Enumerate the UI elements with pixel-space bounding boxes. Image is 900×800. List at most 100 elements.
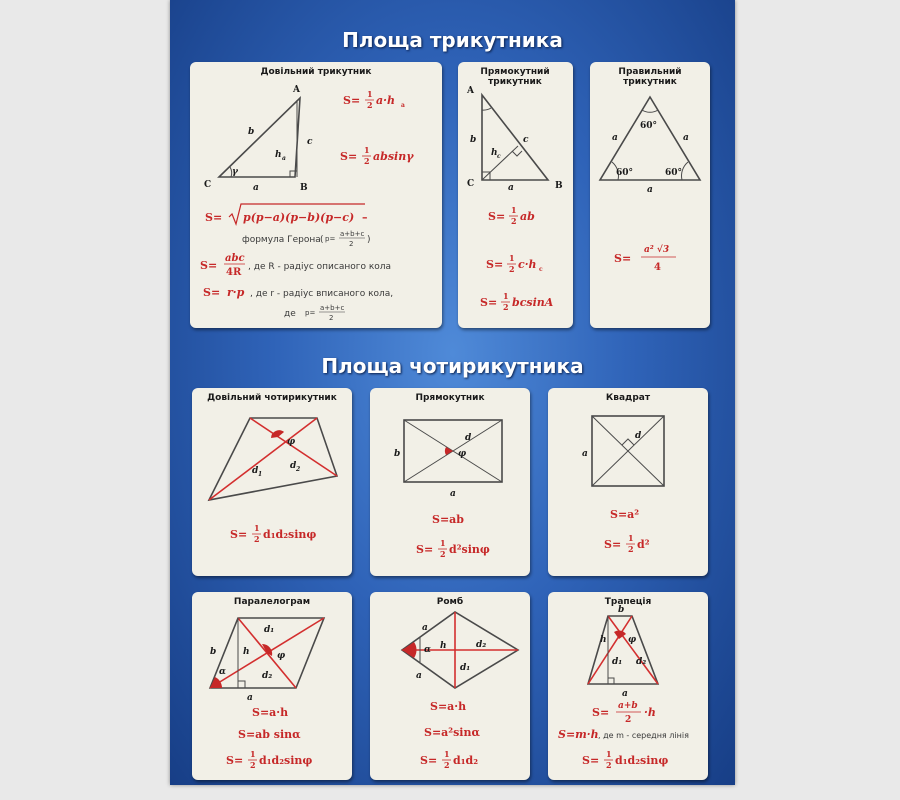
side-b-label: b xyxy=(248,127,254,137)
f-pre: S= xyxy=(614,252,631,265)
f-num: 1 xyxy=(367,89,373,99)
f-num: a² √3 xyxy=(644,244,669,255)
heron-note: формула Герона xyxy=(242,235,321,245)
paren-close: ) xyxy=(367,235,371,245)
f-den: 4 xyxy=(654,262,661,273)
f-post: d₁d₂sinφ xyxy=(615,754,668,767)
base-b-label: b xyxy=(618,605,624,615)
f-den: 2 xyxy=(503,302,509,312)
f-den: 4R xyxy=(226,267,242,278)
diagonal-2 xyxy=(249,417,338,477)
f-num: abc xyxy=(225,253,245,264)
diagonal-1 xyxy=(587,615,633,685)
d2-label: d₂ xyxy=(476,640,486,650)
f-den: 2 xyxy=(511,216,517,226)
f-post: bcsinA xyxy=(512,296,554,309)
f-num: 1 xyxy=(440,538,446,548)
card-title: Довільний чотирикутник xyxy=(207,393,337,403)
f-num: 1 xyxy=(628,533,634,543)
equilateral-triangle-diagram: 60° 60° 60° a a a S= a² √3 4 xyxy=(598,95,702,273)
f-den: 2 xyxy=(364,156,370,166)
side-a-label: a xyxy=(450,489,456,499)
f-pre: S= xyxy=(416,543,433,556)
card-rectangle: Прямокутник d φ b a S=ab S= 1 2 d²sinφ xyxy=(370,388,530,576)
card-arbitrary-triangle: Довільний трикутник A B C b c h a a γ S=… xyxy=(190,62,442,328)
left-angle-label: 60° xyxy=(616,168,633,178)
triangle-area-heading: Площа трикутника xyxy=(342,28,563,52)
f-expr: p(p−a)(p−b)(p−c) xyxy=(243,211,354,224)
formula-half-ab: S= 1 2 ab xyxy=(488,205,535,226)
side-a-label: a xyxy=(247,693,253,703)
formula-heron: S= p(p−a)(p−b)(p−c) – формула Герона ( p… xyxy=(205,203,371,248)
f-den: 2 xyxy=(628,544,634,554)
angle-phi-wedge xyxy=(262,643,273,656)
card-title: Ромб xyxy=(436,597,464,607)
f-num: a+b xyxy=(618,701,638,711)
insc-note: , де r - радіус вписаного кола, xyxy=(250,289,393,299)
card-title: Прямокутний трикутник xyxy=(480,67,550,87)
square-diagram: d a S=a² S= 1 2 d² xyxy=(582,415,665,554)
f-pre: S= xyxy=(592,706,609,719)
trapezoid-shape xyxy=(586,615,660,685)
formula-half-c-hc: S= 1 2 c·h c xyxy=(486,253,543,274)
d1-label: d₁ xyxy=(264,625,274,635)
f-pre: S= xyxy=(205,211,222,224)
f-post: d² xyxy=(637,538,650,551)
angle-alpha-wedge xyxy=(402,642,417,658)
right-angle-arc xyxy=(681,161,689,181)
card-rhombus: Ромб a a α h d₂ d₁ S=a·h S=a²sinα S= 1 2… xyxy=(370,592,530,780)
f-pre: S= xyxy=(340,150,357,163)
card-title: Довільний трикутник xyxy=(260,67,372,77)
diagonal-2 xyxy=(607,615,659,685)
phi-label: φ xyxy=(458,449,467,459)
trapezoid-diagram: b h φ d₁ d₂ a S= a+b 2 ·h S=m·h , де m -… xyxy=(558,605,689,770)
formula-half-d2: S= 1 2 d² xyxy=(604,533,650,554)
rhombus-diagram: a a α h d₂ d₁ S=a·h S=a²sinα S= 1 2 d₁d₂ xyxy=(400,611,520,770)
card-title: Прямокутник xyxy=(415,393,485,403)
vertex-a-label: A xyxy=(466,86,475,96)
f-post: ab xyxy=(520,210,535,223)
rectangle-diagram: d φ b a S=ab S= 1 2 d²sinφ xyxy=(394,419,503,559)
f-pre: S= xyxy=(343,94,360,107)
d-label: d xyxy=(635,431,642,441)
f-den: 2 xyxy=(625,715,631,725)
formula-half-d1d2-sin: S= 1 2 d₁d₂sinφ xyxy=(582,749,668,770)
f-post: c·h xyxy=(518,258,537,271)
formula-ah: S=a·h xyxy=(252,706,288,719)
d2-sub: 2 xyxy=(295,466,300,473)
side-a-top-label: a xyxy=(422,623,428,633)
f-pre: S= xyxy=(488,210,505,223)
p-den: 2 xyxy=(329,314,333,322)
side-b-label: b xyxy=(470,135,476,145)
base-a-label: a xyxy=(622,689,628,699)
f-pre: S= xyxy=(226,754,243,767)
formula-half-d1d2-sin: S= 1 2 d₁d₂sinφ xyxy=(226,749,312,770)
side-a-bottom-label: a xyxy=(416,671,422,681)
f-sub: a xyxy=(401,102,405,109)
f-num: 1 xyxy=(503,291,509,301)
geometry-area-poster: Площа трикутника Довільний трикутник A B… xyxy=(170,0,735,785)
f-num: 1 xyxy=(511,205,517,215)
card-square: Квадрат d a S=a² S= 1 2 d² xyxy=(548,388,708,576)
p-num: a+b+c xyxy=(320,304,344,312)
angle-phi-wedge xyxy=(271,430,284,438)
phi-label: φ xyxy=(277,651,286,661)
insc-note2: де xyxy=(284,309,296,319)
f-post: d²sinφ xyxy=(449,543,490,556)
left-angle-arc xyxy=(611,161,619,181)
p-den: 2 xyxy=(349,240,353,248)
height-label: h xyxy=(243,647,250,657)
f-den: 2 xyxy=(250,760,256,770)
f-num: 1 xyxy=(509,253,515,263)
d1-sub: 1 xyxy=(258,471,262,478)
top-angle-arc xyxy=(641,109,659,113)
phi-label: φ xyxy=(287,437,296,447)
right-angle-label: 60° xyxy=(665,168,682,178)
angle-phi-wedge xyxy=(614,630,626,639)
card-parallelogram: Паралелограм b α h φ d₁ d₂ a S=a·h S=ab … xyxy=(192,592,352,780)
sqrt-sign xyxy=(228,203,365,226)
d-label: d xyxy=(465,433,472,443)
f-den: 2 xyxy=(254,534,260,544)
side-c-label: c xyxy=(523,135,529,145)
angle-arc xyxy=(481,107,492,111)
